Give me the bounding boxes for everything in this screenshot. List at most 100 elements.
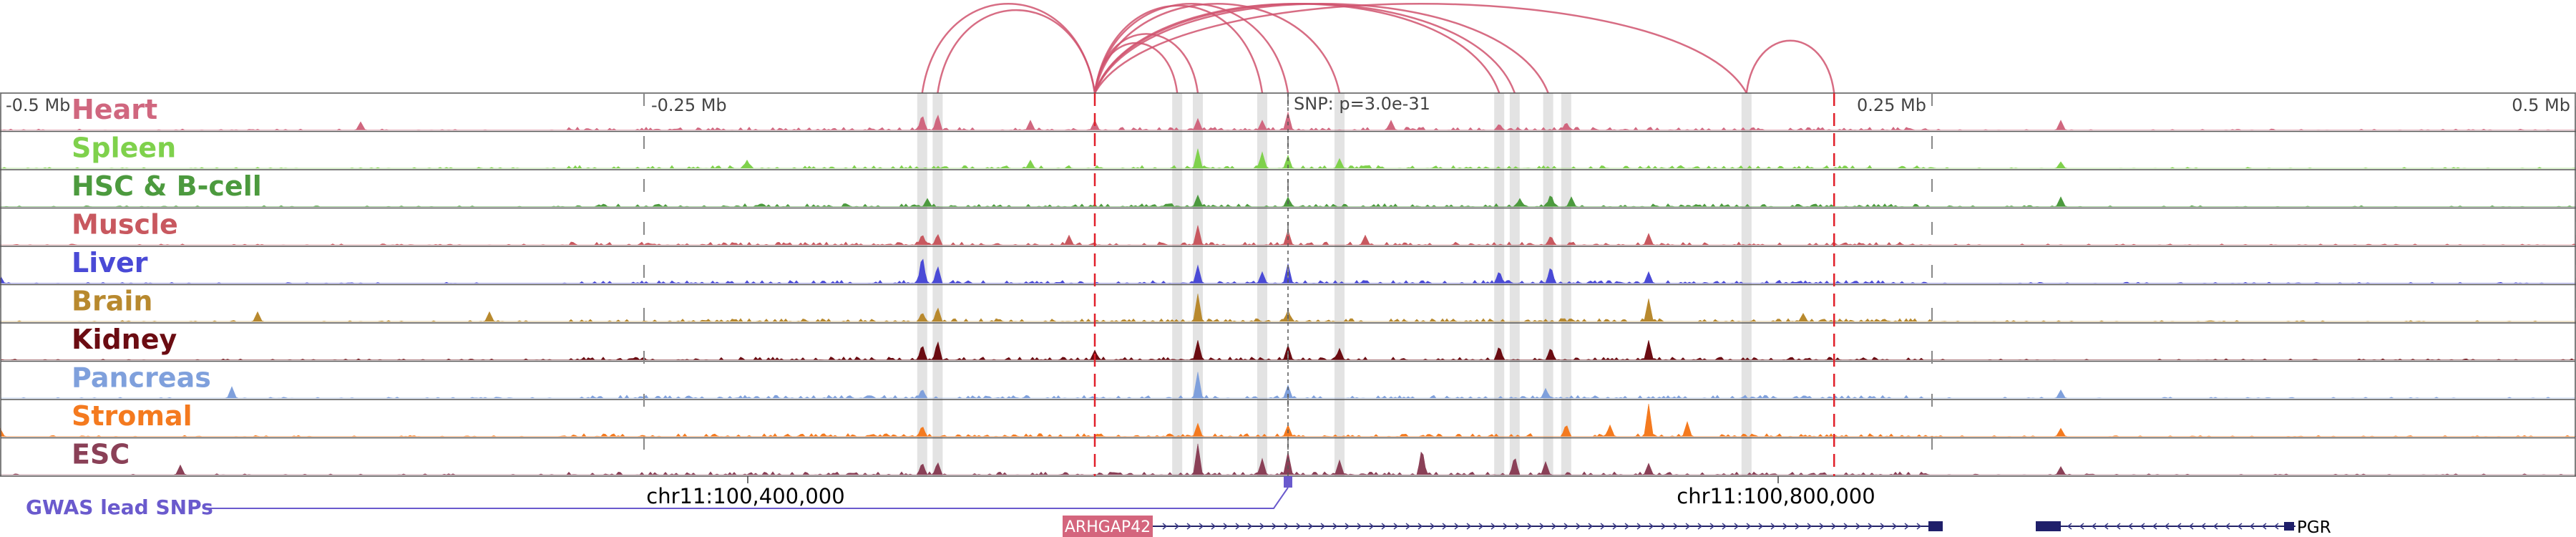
interaction-arc-0 bbox=[921, 2, 1096, 94]
strand-arrow-pgr bbox=[2152, 523, 2157, 530]
distance-axis: -0.5 Mb -0.25 Mb 0.25 Mb 0.5 Mb SNP: p=3… bbox=[6, 94, 2570, 115]
strand-arrow-arhgap42 bbox=[1916, 523, 1922, 530]
strand-arrow-arhgap42 bbox=[1734, 523, 1740, 530]
signal-track-3 bbox=[0, 225, 2576, 246]
strand-arrow-arhgap42 bbox=[1855, 523, 1861, 530]
strand-arrow-arhgap42 bbox=[1843, 523, 1849, 530]
interaction-arc-8 bbox=[1093, 3, 1516, 94]
strand-arrow-arhgap42 bbox=[1588, 523, 1594, 530]
strand-arrow-arhgap42 bbox=[1381, 523, 1387, 530]
interaction-arc-9 bbox=[1093, 2, 1549, 94]
strand-arrow-arhgap42 bbox=[1624, 523, 1630, 530]
strand-arrow-arhgap42 bbox=[1454, 523, 1460, 530]
strand-arrow-arhgap42 bbox=[1722, 523, 1727, 530]
strand-arrow-arhgap42 bbox=[1868, 523, 1873, 530]
signal-track-6 bbox=[0, 340, 2576, 360]
strand-arrow-arhgap42 bbox=[1551, 523, 1557, 530]
strand-arrow-arhgap42 bbox=[1503, 523, 1508, 530]
strand-arrow-arhgap42 bbox=[1223, 523, 1229, 530]
strand-arrow-arhgap42 bbox=[1442, 523, 1448, 530]
strand-arrow-arhgap42 bbox=[1211, 523, 1216, 530]
interaction-arc-6 bbox=[1093, 3, 1341, 94]
signal-track-7 bbox=[0, 372, 2576, 399]
strand-arrow-arhgap42 bbox=[1259, 523, 1265, 530]
strand-arrow-pgr bbox=[2164, 523, 2170, 530]
strand-arrow-arhgap42 bbox=[1746, 523, 1752, 530]
tick-label-neg-05mb: -0.5 Mb bbox=[6, 95, 70, 115]
track-label-3: Muscle bbox=[72, 209, 178, 241]
strand-arrow-pgr bbox=[2249, 523, 2255, 530]
strand-arrow-arhgap42 bbox=[1357, 523, 1362, 530]
strand-arrow-pgr bbox=[2212, 523, 2218, 530]
track-labels: Heart Spleen HSC & B-cell Muscle Liver Brain K… bbox=[72, 94, 262, 470]
interaction-arc-5 bbox=[1093, 2, 1289, 94]
strand-arrow-pgr bbox=[2200, 523, 2206, 530]
track-frame bbox=[0, 92, 2576, 477]
strand-arrow-arhgap42 bbox=[1904, 523, 1910, 530]
strand-arrow-pgr bbox=[2091, 523, 2097, 530]
tick-label-neg-025mb: -0.25 Mb bbox=[651, 95, 727, 115]
strand-arrow-pgr bbox=[2079, 523, 2084, 530]
strand-arrow-arhgap42 bbox=[1795, 523, 1800, 530]
strand-arrow-arhgap42 bbox=[1369, 523, 1375, 530]
strand-arrow-arhgap42 bbox=[1478, 523, 1484, 530]
track-label-1: Spleen bbox=[72, 132, 176, 164]
strand-arrow-arhgap42 bbox=[1697, 523, 1703, 530]
interaction-arcs bbox=[921, 2, 1835, 94]
strand-arrow-arhgap42 bbox=[1235, 523, 1241, 530]
gene-annotation: chr11:100,400,000 chr11:100,800,000 GWAS… bbox=[26, 476, 2331, 537]
interaction-arc-11 bbox=[1745, 39, 1835, 94]
strand-arrow-pgr bbox=[2176, 523, 2182, 530]
strand-arrow-arhgap42 bbox=[1576, 523, 1581, 530]
exon-pgr-1 bbox=[2036, 521, 2061, 531]
gene-label-box-arhgap42 bbox=[1063, 516, 1153, 537]
strand-arrow-pgr bbox=[2103, 523, 2109, 530]
strand-arrow-arhgap42 bbox=[1272, 523, 1277, 530]
strand-arrow-arhgap42 bbox=[1758, 523, 1764, 530]
strand-arrow-pgr bbox=[2273, 523, 2279, 530]
strand-arrow-arhgap42 bbox=[1491, 523, 1496, 530]
strand-arrow-pgr bbox=[2140, 523, 2145, 530]
track-label-8: Stromal bbox=[72, 400, 192, 432]
strand-arrow-arhgap42 bbox=[1515, 523, 1521, 530]
track-label-0: Heart bbox=[72, 94, 157, 125]
strand-arrow-pgr bbox=[2067, 523, 2072, 530]
strand-arrow-arhgap42 bbox=[1466, 523, 1472, 530]
coordinate-label-2: chr11:100,800,000 bbox=[1677, 484, 1875, 508]
interaction-arc-1 bbox=[937, 9, 1096, 94]
signal-track-0 bbox=[0, 111, 2576, 130]
exon-arhgap42 bbox=[1928, 521, 1943, 531]
strand-arrow-arhgap42 bbox=[1709, 523, 1715, 530]
strand-arrow-arhgap42 bbox=[1539, 523, 1545, 530]
strand-arrow-arhgap42 bbox=[1186, 523, 1192, 530]
strand-arrow-arhgap42 bbox=[1308, 523, 1314, 530]
interaction-arc-2 bbox=[1093, 42, 1179, 94]
strand-arrow-arhgap42 bbox=[1174, 523, 1180, 530]
strand-arrow-arhgap42 bbox=[1430, 523, 1435, 530]
strand-arrow-arhgap42 bbox=[1673, 523, 1679, 530]
interaction-arc-4 bbox=[1093, 4, 1264, 94]
strand-arrow-pgr bbox=[2188, 523, 2194, 530]
strand-arrow-arhgap42 bbox=[1892, 523, 1898, 530]
strand-arrow-arhgap42 bbox=[1649, 523, 1654, 530]
strand-arrow-pgr bbox=[2225, 523, 2230, 530]
strand-arrow-pgr bbox=[2115, 523, 2121, 530]
strand-arrow-arhgap42 bbox=[1880, 523, 1885, 530]
strand-arrow-arhgap42 bbox=[1770, 523, 1776, 530]
strand-arrow-pgr bbox=[2261, 523, 2267, 530]
gwas-lead-snps-label: GWAS lead SNPs bbox=[26, 495, 213, 519]
strand-arrow-arhgap42 bbox=[1345, 523, 1350, 530]
snp-pvalue-label: SNP: p=3.0e-31 bbox=[1294, 94, 1430, 114]
strand-arrow-arhgap42 bbox=[1819, 523, 1825, 530]
strand-arrow-arhgap42 bbox=[1527, 523, 1533, 530]
strand-arrow-arhgap42 bbox=[1600, 523, 1606, 530]
interaction-arc-3 bbox=[1093, 33, 1199, 94]
track-label-5: Brain bbox=[72, 286, 152, 317]
strand-arrow-arhgap42 bbox=[1247, 523, 1253, 530]
strand-arrow-arhgap42 bbox=[1296, 523, 1302, 530]
strand-arrow-arhgap42 bbox=[1636, 523, 1642, 530]
strand-arrow-arhgap42 bbox=[1782, 523, 1788, 530]
interaction-arc-10 bbox=[1093, 2, 1747, 94]
strand-arrow-arhgap42 bbox=[1393, 523, 1399, 530]
